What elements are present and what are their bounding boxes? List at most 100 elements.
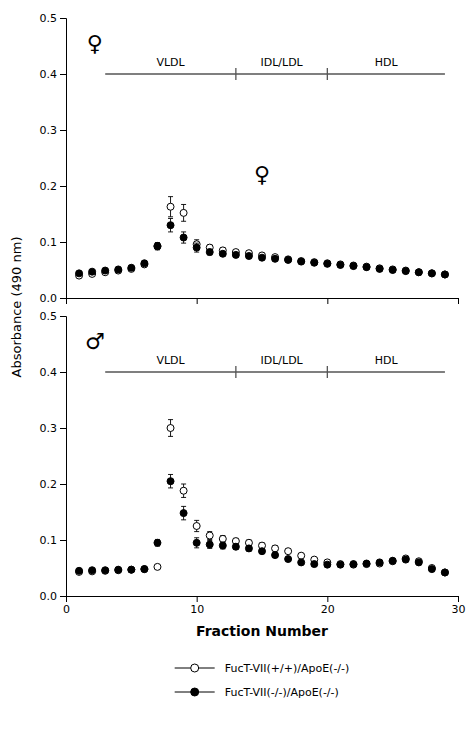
point bbox=[298, 258, 305, 265]
point bbox=[259, 254, 266, 261]
y-tick-mark bbox=[60, 484, 66, 485]
x-tick-label: 30 bbox=[452, 603, 466, 616]
x-tick-mark bbox=[458, 298, 459, 304]
x-axis-line bbox=[67, 299, 459, 305]
x-tick-label: 0 bbox=[63, 603, 70, 616]
fraction-label: HDL bbox=[375, 354, 399, 367]
panel: 0.00.10.20.30.40.50102030VLDLIDL/LDLHDL♂… bbox=[40, 310, 466, 639]
x-tick-mark bbox=[327, 596, 328, 602]
point bbox=[115, 566, 122, 573]
point bbox=[193, 539, 200, 546]
point bbox=[167, 478, 174, 485]
error-bar bbox=[168, 218, 173, 231]
point bbox=[324, 561, 331, 568]
y-tick: 0.3 bbox=[40, 422, 67, 435]
x-tick-mark bbox=[458, 596, 459, 602]
x-tick-mark bbox=[197, 596, 198, 602]
point bbox=[89, 567, 96, 574]
point bbox=[428, 270, 435, 277]
x-axis bbox=[67, 298, 459, 304]
fraction-bar: VLDLIDL/LDLHDL bbox=[105, 56, 445, 80]
point bbox=[206, 532, 213, 539]
y-tick: 0.5 bbox=[40, 310, 67, 323]
y-tick: 0.4 bbox=[40, 366, 67, 379]
point bbox=[115, 567, 122, 574]
point bbox=[219, 535, 226, 542]
chart-root: 0.00.10.20.30.40.5VLDLIDL/LDLHDL♀♀Absorb… bbox=[0, 0, 474, 751]
point bbox=[232, 543, 239, 550]
legend-label: FucT-VII(+/+)/ApoE(-/-) bbox=[225, 662, 350, 675]
error-bar bbox=[155, 539, 160, 546]
y-tick-mark bbox=[60, 316, 66, 317]
y-tick: 0.2 bbox=[40, 180, 67, 193]
x-tick-mark bbox=[66, 596, 67, 602]
x-tick bbox=[327, 298, 328, 304]
fraction-label: IDL/LDL bbox=[260, 354, 303, 367]
error-bar bbox=[233, 544, 238, 550]
point bbox=[311, 561, 318, 568]
point bbox=[272, 552, 279, 559]
y-tick-mark bbox=[60, 130, 66, 131]
point bbox=[206, 541, 213, 548]
y-tick-mark bbox=[60, 18, 66, 19]
point bbox=[389, 558, 396, 565]
y-tick-mark bbox=[60, 428, 66, 429]
fraction-separator bbox=[327, 68, 328, 80]
point bbox=[193, 244, 200, 251]
error-bar bbox=[181, 506, 186, 519]
point bbox=[102, 567, 109, 574]
point bbox=[219, 250, 226, 257]
point bbox=[337, 261, 344, 268]
y-tick-label: 0.4 bbox=[40, 68, 58, 81]
point bbox=[219, 542, 226, 549]
error-bar bbox=[181, 484, 186, 497]
y-axis: 0.00.10.20.30.40.5 bbox=[40, 310, 67, 603]
fraction-separator bbox=[327, 366, 328, 378]
point bbox=[441, 569, 448, 576]
x-axis-line bbox=[67, 597, 459, 603]
point bbox=[337, 561, 344, 568]
point bbox=[389, 557, 396, 564]
point bbox=[363, 263, 370, 270]
y-axis-line bbox=[60, 19, 67, 299]
point bbox=[311, 259, 318, 266]
x-tick bbox=[66, 298, 67, 304]
point bbox=[245, 253, 252, 260]
point bbox=[76, 270, 83, 277]
point bbox=[415, 269, 422, 276]
point bbox=[141, 566, 148, 573]
point bbox=[428, 270, 435, 277]
error-bar bbox=[273, 546, 278, 552]
point bbox=[363, 264, 370, 271]
y-tick-label: 0.3 bbox=[40, 422, 58, 435]
x-tick bbox=[458, 298, 459, 304]
y-tick: 0.0 bbox=[40, 590, 67, 603]
error-bar bbox=[155, 243, 160, 250]
y-tick-label: 0.2 bbox=[40, 180, 58, 193]
point bbox=[441, 569, 448, 576]
point bbox=[272, 545, 279, 552]
error-bar bbox=[194, 538, 199, 548]
point bbox=[350, 561, 357, 568]
error-bar bbox=[220, 536, 225, 543]
point bbox=[102, 567, 109, 574]
point bbox=[180, 234, 187, 241]
point bbox=[285, 548, 292, 555]
point bbox=[337, 561, 344, 568]
y-tick: 0.5 bbox=[40, 12, 67, 25]
error-bar bbox=[220, 542, 225, 549]
point bbox=[167, 222, 174, 229]
fraction-separator bbox=[235, 366, 236, 378]
point bbox=[285, 256, 292, 263]
point bbox=[154, 242, 161, 249]
point bbox=[272, 255, 279, 262]
point bbox=[167, 425, 174, 432]
point bbox=[324, 260, 331, 267]
point bbox=[376, 559, 383, 566]
point bbox=[259, 548, 266, 555]
error-bar bbox=[207, 532, 212, 540]
legend-entry: FucT-VII(+/+)/ApoE(-/-) bbox=[175, 662, 350, 675]
point bbox=[115, 266, 122, 273]
y-tick: 0.3 bbox=[40, 124, 67, 137]
y-tick: 0.0 bbox=[40, 292, 67, 305]
